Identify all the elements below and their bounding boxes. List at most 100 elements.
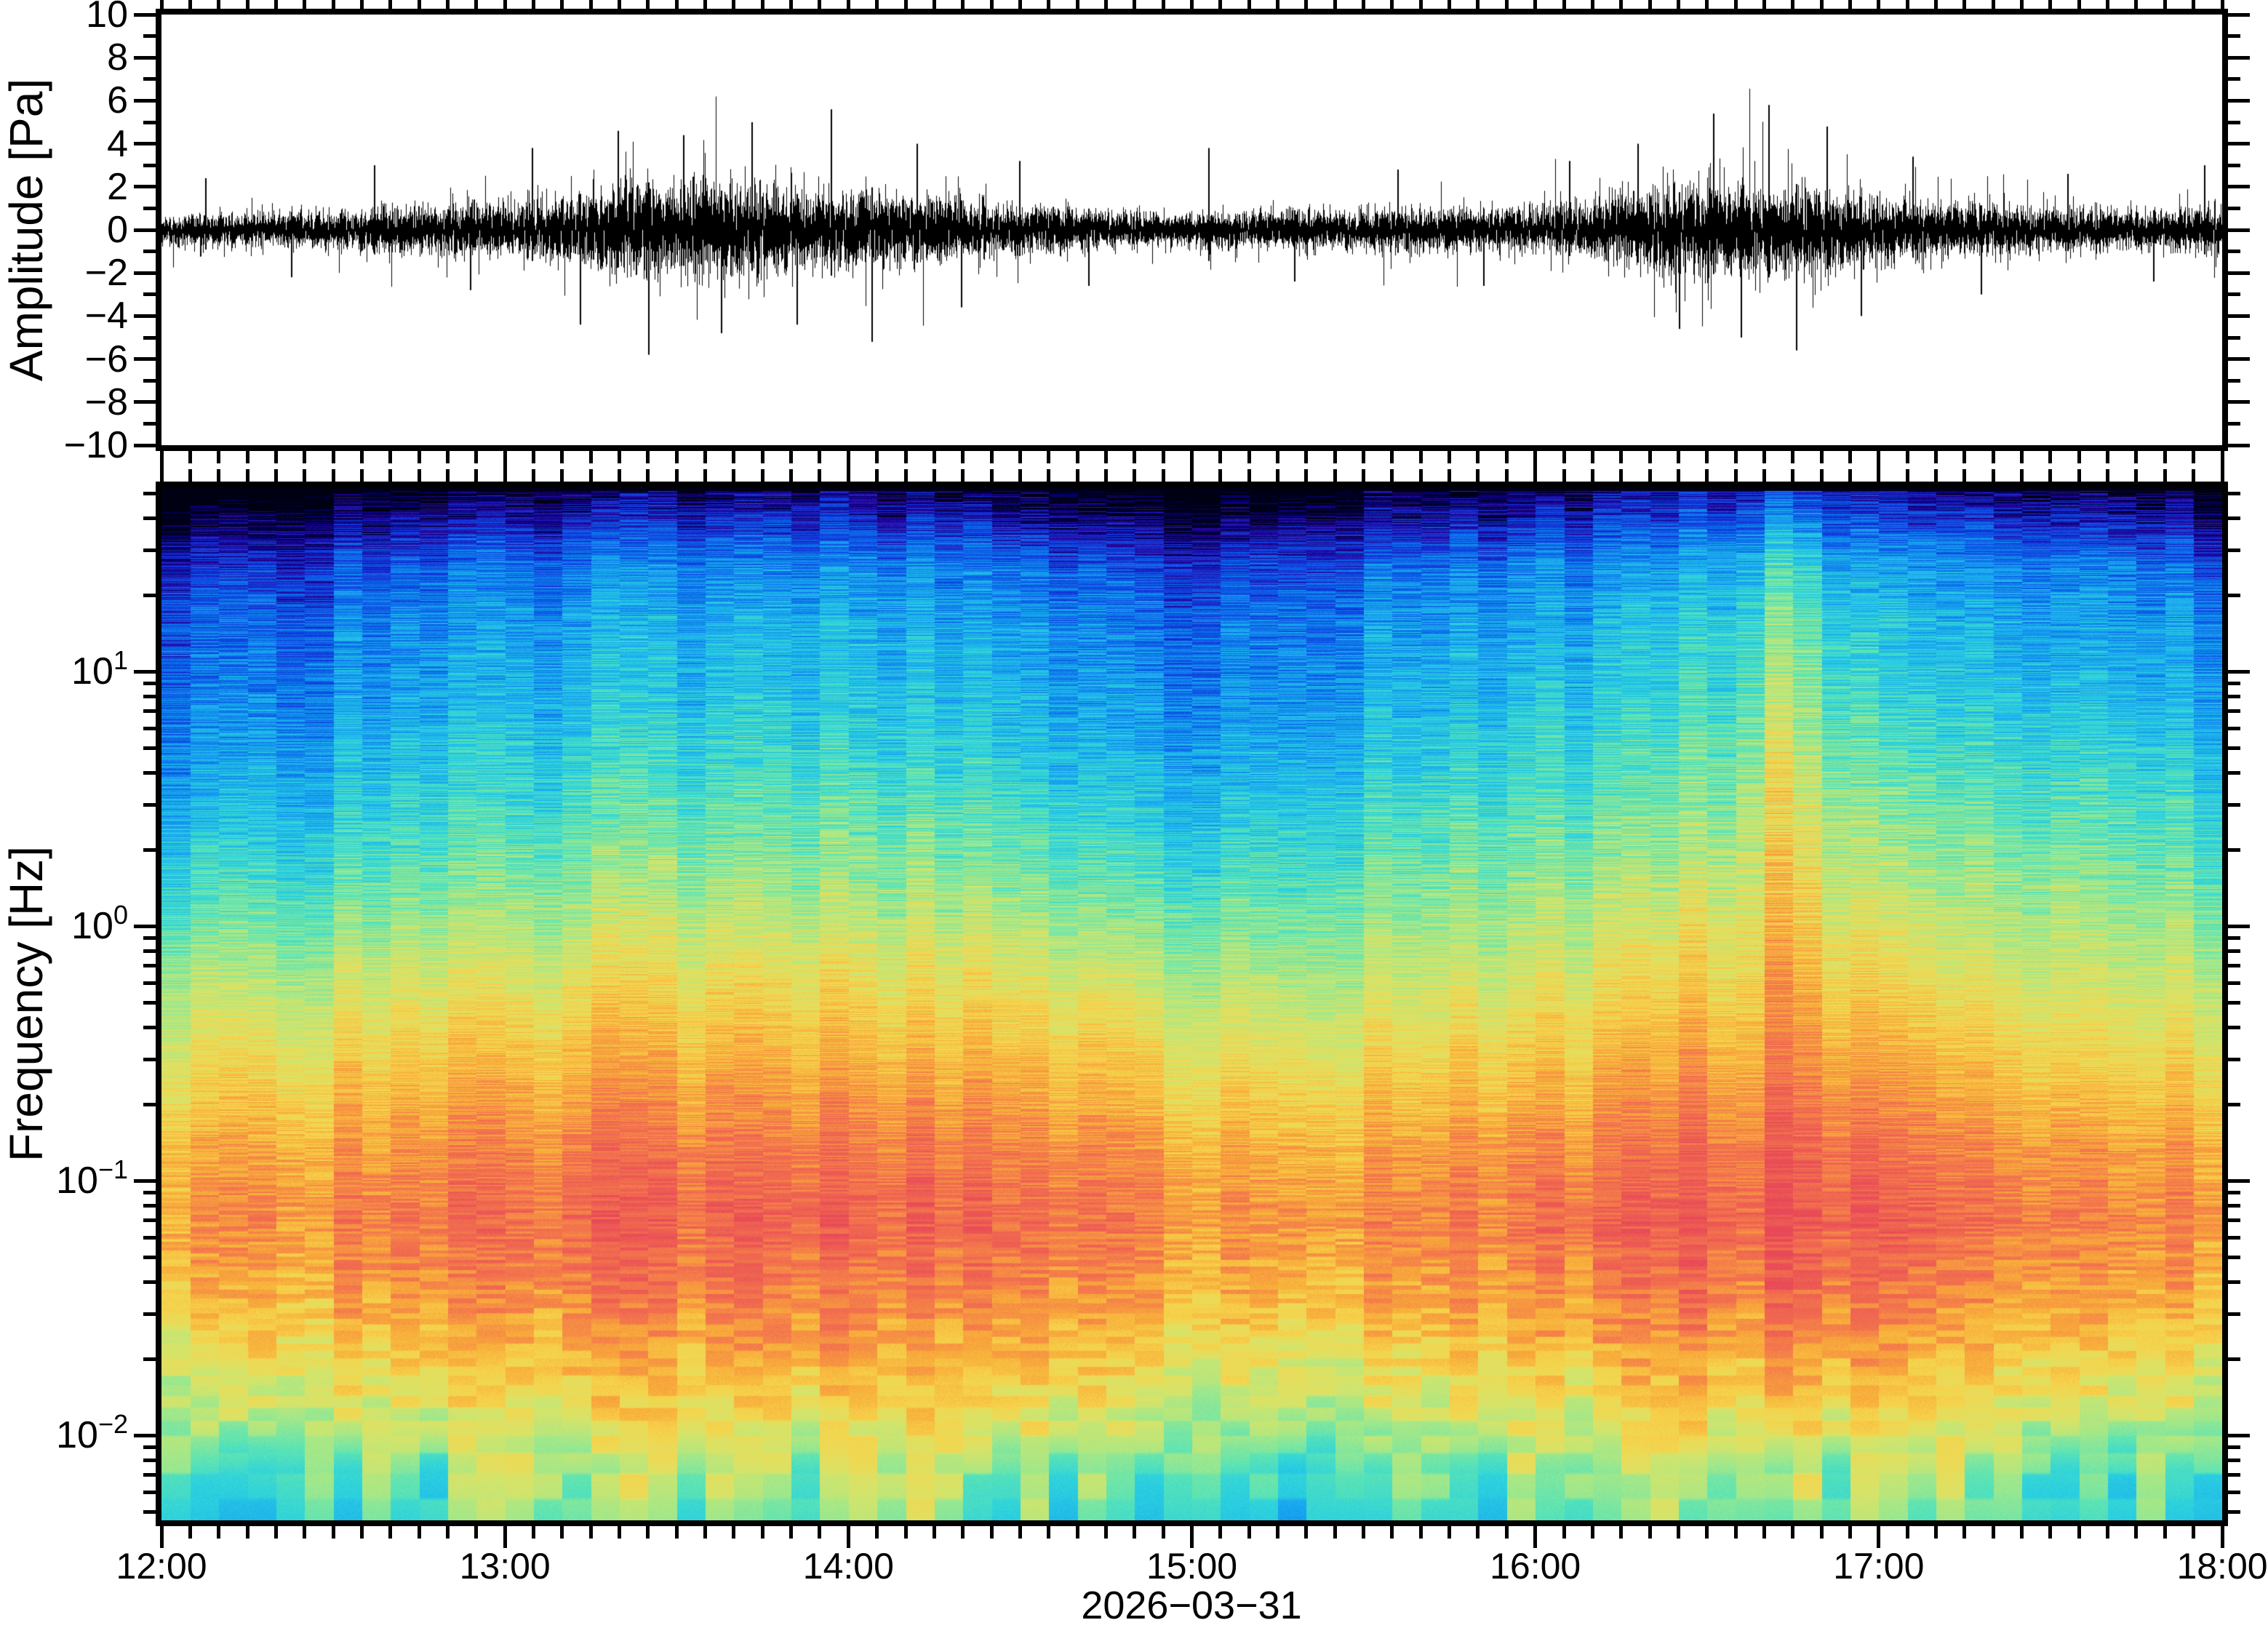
minor-tick	[2228, 1473, 2240, 1477]
minor-tick	[1304, 1526, 1309, 1539]
minor-tick	[1047, 1526, 1051, 1539]
minor-tick	[2228, 120, 2240, 124]
minor-tick	[1103, 0, 1108, 9]
minor-tick	[875, 1526, 879, 1539]
minor-tick	[1991, 1526, 1995, 1539]
minor-tick	[1676, 451, 1680, 463]
minor-tick	[2163, 0, 2167, 9]
major-tick	[159, 1526, 164, 1548]
minor-tick	[1247, 0, 1251, 9]
minor-tick	[560, 0, 564, 9]
minor-tick	[789, 1526, 794, 1539]
major-tick	[1190, 1526, 1194, 1548]
minor-tick	[2134, 0, 2139, 9]
minor-tick	[388, 1526, 393, 1539]
minor-tick	[1304, 451, 1309, 463]
minor-tick	[1103, 469, 1108, 482]
minor-tick	[1705, 1526, 1709, 1539]
minor-tick	[1362, 469, 1366, 482]
minor-tick	[1103, 1526, 1108, 1539]
spectrogram-canvas	[161, 487, 2222, 1520]
minor-tick	[1504, 451, 1509, 463]
minor-tick	[2228, 1280, 2240, 1285]
minor-tick	[303, 0, 307, 9]
minor-tick	[2077, 1526, 2081, 1539]
minor-tick	[331, 469, 335, 482]
frequency-tick-label: 101	[71, 645, 128, 693]
minor-tick	[674, 451, 679, 463]
minor-tick	[2163, 451, 2167, 463]
minor-tick	[1791, 451, 1795, 463]
minor-tick	[2163, 1526, 2167, 1539]
waveform-panel	[156, 9, 2228, 451]
major-tick	[2228, 443, 2250, 447]
major-tick	[134, 443, 156, 447]
minor-tick	[331, 451, 335, 463]
minor-tick	[1819, 451, 1824, 463]
minor-tick	[875, 469, 879, 482]
minor-tick	[2192, 469, 2196, 482]
minor-tick	[1619, 469, 1624, 482]
amplitude-tick-label: 10	[86, 0, 128, 36]
minor-tick	[245, 451, 249, 463]
minor-tick	[245, 0, 249, 9]
minor-tick	[188, 0, 192, 9]
minor-tick	[2228, 34, 2240, 39]
minor-tick	[760, 469, 764, 482]
minor-tick	[732, 451, 736, 463]
amplitude-tick-label: 4	[107, 122, 128, 165]
minor-tick	[303, 1526, 307, 1539]
minor-tick	[1762, 451, 1766, 463]
minor-tick	[1962, 0, 1967, 9]
major-tick	[1190, 460, 1194, 482]
minor-tick	[789, 469, 794, 482]
minor-tick	[674, 1526, 679, 1539]
minor-tick	[2134, 451, 2139, 463]
minor-tick	[1448, 1526, 1452, 1539]
minor-tick	[1504, 469, 1509, 482]
minor-tick	[2020, 451, 2024, 463]
minor-tick	[143, 682, 156, 685]
minor-tick	[143, 726, 156, 730]
minor-tick	[1362, 0, 1366, 9]
minor-tick	[2020, 469, 2024, 482]
minor-tick	[143, 1218, 156, 1223]
minor-tick	[1504, 0, 1509, 9]
minor-tick	[2192, 1526, 2196, 1539]
minor-tick	[932, 451, 936, 463]
major-tick	[1877, 1526, 1881, 1548]
major-tick	[159, 460, 164, 482]
minor-tick	[818, 469, 822, 482]
minor-tick	[1161, 451, 1165, 463]
major-tick	[1877, 0, 1881, 9]
time-tick-label: 17:00	[1833, 1546, 1925, 1587]
minor-tick	[143, 1001, 156, 1005]
minor-tick	[445, 469, 450, 482]
amplitude-tick-label: 0	[107, 209, 128, 251]
minor-tick	[143, 1026, 156, 1030]
minor-tick	[818, 1526, 822, 1539]
minor-tick	[1733, 451, 1738, 463]
major-tick	[1877, 460, 1881, 482]
major-tick	[2228, 314, 2250, 318]
minor-tick	[1819, 469, 1824, 482]
minor-tick	[1962, 469, 1967, 482]
minor-tick	[1905, 451, 1909, 463]
minor-tick	[2228, 1312, 2240, 1316]
minor-tick	[1218, 469, 1223, 482]
minor-tick	[1648, 451, 1652, 463]
minor-tick	[388, 0, 393, 9]
minor-tick	[143, 1510, 156, 1515]
minor-tick	[618, 469, 622, 482]
minor-tick	[1733, 1526, 1738, 1539]
minor-tick	[2134, 469, 2139, 482]
frequency-tick-label: 100	[71, 900, 128, 948]
minor-tick	[1448, 451, 1452, 463]
minor-tick	[989, 1526, 994, 1539]
frequency-tick-label: 10−1	[56, 1154, 128, 1202]
minor-tick	[143, 34, 156, 39]
minor-tick	[588, 469, 593, 482]
minor-tick	[143, 163, 156, 167]
major-tick	[134, 314, 156, 318]
minor-tick	[1103, 451, 1108, 463]
